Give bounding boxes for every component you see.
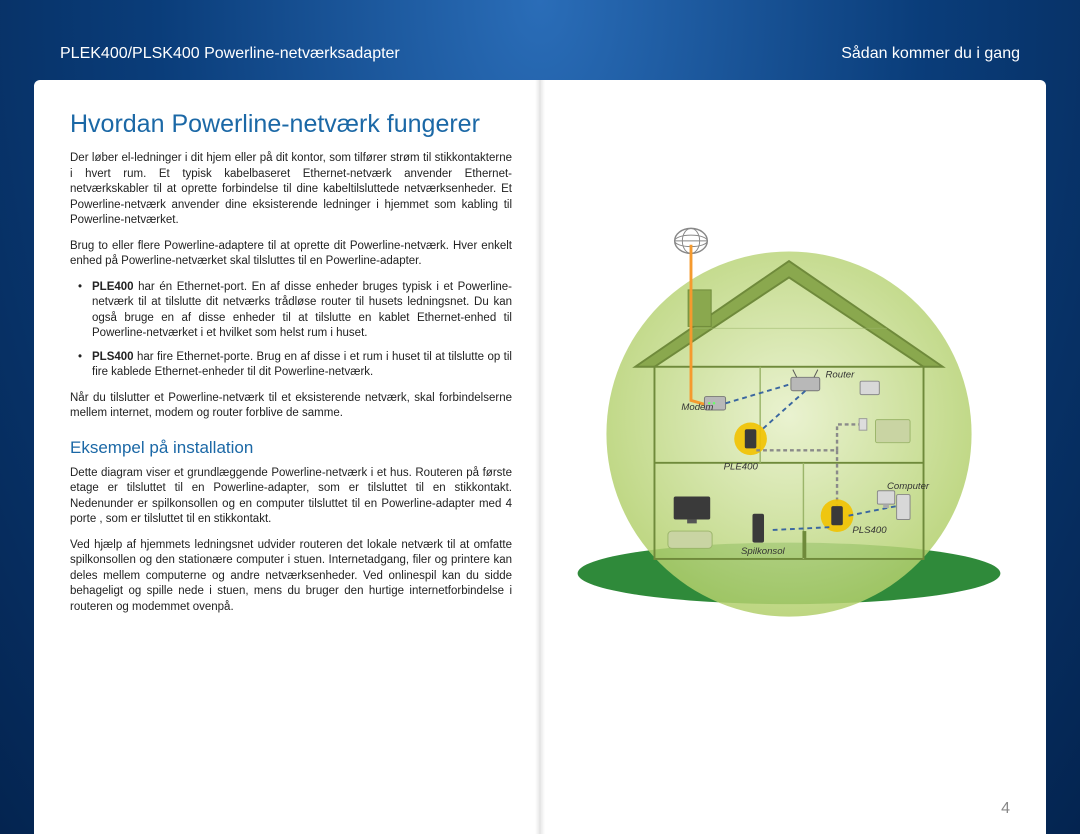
house-diagram: Modem Router PLE400 <box>568 200 1010 620</box>
page-number: 4 <box>1001 800 1010 818</box>
wall-outlet-upper <box>859 419 867 431</box>
paragraph-5: Ved hjælp af hjemmets ledningsnet udvide… <box>70 538 512 616</box>
paragraph-4: Dette diagram viser et grundlæggende Pow… <box>70 466 512 528</box>
bullet-1: PLE400 har én Ethernet-port. En af disse… <box>92 280 512 342</box>
tv-icon <box>674 496 711 523</box>
right-column: Modem Router PLE400 <box>540 80 1046 834</box>
paragraph-3: Når du tilslutter et Powerline-netværk t… <box>70 391 512 422</box>
label-modem: Modem <box>681 402 713 413</box>
diagram-svg: Modem Router PLE400 <box>568 200 1010 620</box>
page: Hvordan Powerline-netværk fungerer Der l… <box>34 80 1046 834</box>
label-pls400: PLS400 <box>852 525 887 536</box>
header-left: PLEK400/PLSK400 Powerline-netværksadapte… <box>60 45 400 63</box>
sofa <box>668 531 712 548</box>
upstairs-monitor <box>860 381 879 394</box>
sub-heading: Eksempel på installation <box>70 438 512 458</box>
console-icon <box>752 514 764 543</box>
main-heading: Hvordan Powerline-netværk fungerer <box>70 110 512 139</box>
paragraph-2: Brug to eller flere Powerline-adaptere t… <box>70 239 512 270</box>
bed <box>875 420 910 443</box>
left-column: Hvordan Powerline-netværk fungerer Der l… <box>34 80 540 834</box>
label-computer: Computer <box>887 481 930 492</box>
label-console: Spilkonsol <box>741 546 786 557</box>
label-ple400: PLE400 <box>724 462 759 473</box>
bullet-list: PLE400 har én Ethernet-port. En af disse… <box>70 280 512 381</box>
pls400-adapter <box>831 506 843 525</box>
bullet-2: PLS400 har fire Ethernet-porte. Brug en … <box>92 350 512 381</box>
house-bg-circle <box>606 251 971 616</box>
label-router: Router <box>826 369 856 380</box>
header-right: Sådan kommer du i gang <box>841 45 1020 63</box>
header-bar: PLEK400/PLSK400 Powerline-netværksadapte… <box>0 40 1080 68</box>
door-frame <box>802 531 806 558</box>
paragraph-1: Der løber el-ledninger i dit hjem eller … <box>70 151 512 229</box>
ple400-adapter <box>745 429 757 448</box>
